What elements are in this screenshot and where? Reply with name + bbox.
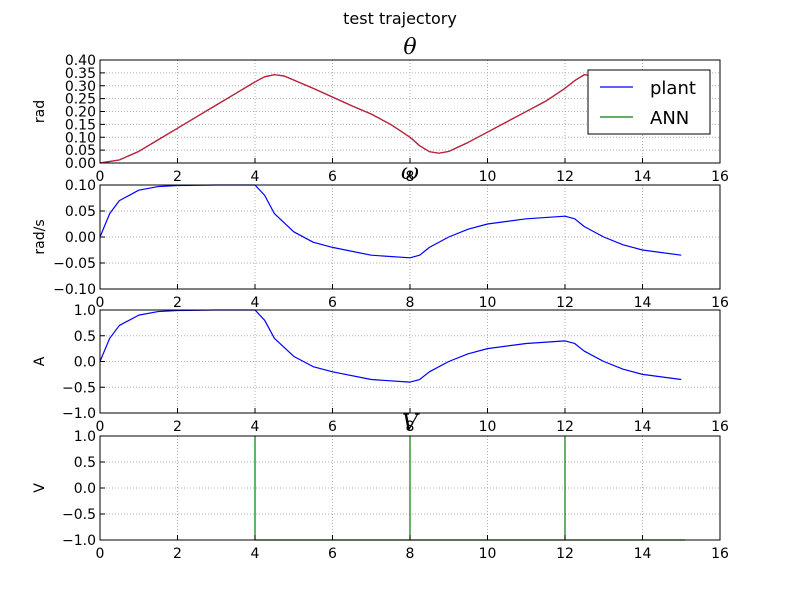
panel2-ytick-label: −0.05 (53, 256, 96, 272)
panel1-xtick-label: 16 (711, 169, 729, 185)
legend-box (587, 69, 711, 135)
panel2-xtick-label: 16 (711, 295, 729, 311)
panel4-ytick-label: 0.0 (74, 481, 96, 497)
panel2-xtick-label: 14 (634, 295, 652, 311)
panel2-xtick-label: 4 (251, 295, 260, 311)
panel3-ytick-label: 0.0 (74, 355, 96, 371)
panel1-ytick-label: 0.30 (65, 79, 96, 95)
panel2-xtick-label: 6 (328, 295, 337, 311)
panel2-xtick-label: 12 (556, 295, 574, 311)
panel3-xtick-label: 16 (711, 419, 729, 435)
panel4-ytick-label: 1.0 (74, 429, 96, 445)
panel1-xtick-label: 12 (556, 169, 574, 185)
panel3-xtick-label: 6 (328, 419, 337, 435)
panel4-xtick-label: 12 (556, 546, 574, 562)
panel3-ytick-label: 0.5 (74, 329, 96, 345)
panel4-xtick-label: 4 (251, 546, 260, 562)
panel3-xtick-label: 10 (479, 419, 497, 435)
panel2-series-plant-line (99, 184, 682, 259)
panel4-xtick-label: 8 (406, 546, 415, 562)
panel1-xtick-label: 10 (479, 169, 497, 185)
figure-suptitle: test trajectory (343, 9, 457, 28)
panel3-series-plant-line (99, 309, 682, 383)
panel1-ytick-label: 0.15 (65, 117, 96, 133)
panel4-xtick-label: 0 (96, 546, 105, 562)
panel4-ytick-label: −0.5 (62, 507, 96, 523)
panel3-ytick-label: −0.5 (62, 380, 96, 396)
panel1-series-ann-line (99, 74, 682, 164)
panel2-ytick-label: 0.05 (65, 204, 96, 220)
panel3-ylabel: A (32, 356, 48, 366)
panel3-xtick-label: 2 (173, 419, 182, 435)
panel1-ytick-label: 0.25 (65, 92, 96, 108)
panel3-xtick-label: 14 (634, 419, 652, 435)
panel4-ytick-label: 0.5 (74, 455, 96, 471)
panel2-ytick-label: 0.00 (65, 230, 96, 246)
panel2-xtick-label: 0 (96, 295, 105, 311)
panel2-ytick-label: 0.10 (65, 178, 96, 194)
panel3-xtick-label: 12 (556, 419, 574, 435)
legend-label-plant: plant (650, 78, 696, 99)
panel4-xtick-label: 2 (173, 546, 182, 562)
panel1-xtick-label: 2 (173, 169, 182, 185)
panel3-xtick-label: 8 (406, 419, 415, 435)
panel4-ytick-label: −1.0 (62, 533, 96, 549)
panel2-xtick-label: 10 (479, 295, 497, 311)
panel1-xtick-label: 8 (406, 169, 415, 185)
panel1-title: θ (403, 35, 416, 60)
panel1-xtick-label: 0 (96, 169, 105, 185)
panel4-title: V (402, 411, 420, 436)
panel2-xtick-label: 2 (173, 295, 182, 311)
panel3-xtick-label: 4 (251, 419, 260, 435)
panel1-ytick-label: 0.00 (65, 156, 96, 172)
panel2-xtick-label: 8 (406, 295, 415, 311)
panel1-ytick-label: 0.20 (65, 105, 96, 121)
panel3-xtick-label: 0 (96, 419, 105, 435)
panel1-ylabel: rad (32, 100, 48, 123)
panel1-ytick-label: 0.35 (65, 66, 96, 82)
legend-label-ann: ANN (650, 108, 689, 129)
panel4-xtick-label: 6 (328, 546, 337, 562)
panel1-ytick-label: 0.10 (65, 130, 96, 146)
panel1-ytick-label: 0.05 (65, 143, 96, 159)
panel4-xtick-label: 14 (634, 546, 652, 562)
panel2-ytick-label: −0.10 (53, 282, 96, 298)
panel2-ylabel: rad/s (32, 219, 48, 254)
panel1-xtick-label: 14 (634, 169, 652, 185)
panel1-ytick-label: 0.40 (65, 53, 96, 69)
panel4-xtick-label: 16 (711, 546, 729, 562)
panel1-xtick-label: 4 (251, 169, 260, 185)
panel3-ytick-label: −1.0 (62, 406, 96, 422)
panel4-ylabel: V (32, 483, 48, 493)
panel1-xtick-label: 6 (328, 169, 337, 185)
panel3-ytick-label: 1.0 (74, 303, 96, 319)
panel4-xtick-label: 10 (479, 546, 497, 562)
panel2-title: ω (401, 160, 419, 185)
